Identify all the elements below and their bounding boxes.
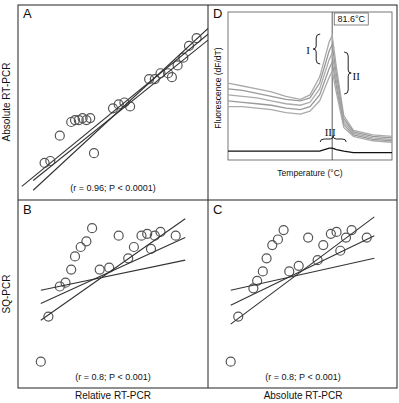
point: [156, 227, 165, 236]
point: [304, 233, 313, 242]
point: [268, 241, 277, 250]
melt-curve: [228, 71, 392, 142]
y-axis-label: Fluorescence (dF/dT): [213, 47, 223, 128]
point: [262, 254, 271, 263]
panel-letter: C: [213, 202, 222, 217]
point: [90, 149, 99, 158]
fit-line: [41, 219, 185, 321]
point: [294, 261, 303, 270]
figure-frame: [18, 5, 397, 388]
marks: [36, 219, 185, 366]
point: [67, 265, 76, 274]
point: [332, 227, 341, 236]
statistics: (r = 0.96; P < 0.0001): [70, 183, 155, 193]
point: [129, 243, 138, 252]
curve-group-label: III: [325, 126, 336, 138]
fit-line: [41, 260, 185, 290]
point: [114, 231, 123, 240]
point: [326, 229, 335, 238]
point: [167, 73, 176, 82]
marks: [22, 28, 208, 190]
x-axis-label: Relative RT-PCR: [75, 390, 151, 401]
brace: [313, 34, 320, 64]
y-axis-label: SQ-PCR: [1, 275, 12, 314]
fit-line: [33, 28, 208, 190]
panel-1: 81.6°C D Fluorescence (dF/dT) Temperature (…: [213, 6, 392, 178]
point: [137, 231, 146, 240]
point: [71, 252, 80, 261]
curve-group-label: I: [306, 44, 310, 56]
panel-2: B (r = 0.8; P < 0.001) SQ-PCR Relative RT-P…: [1, 202, 185, 401]
point: [258, 267, 267, 276]
point: [82, 237, 91, 246]
point: [285, 267, 294, 276]
brace: [344, 52, 351, 94]
fit-line: [231, 258, 375, 290]
point: [55, 131, 64, 140]
melt-curve: [228, 148, 392, 152]
point: [95, 265, 104, 274]
x-axis-label: Absolute RT-PCR: [264, 390, 343, 401]
curve-group-label: II: [353, 70, 361, 82]
point: [86, 114, 95, 123]
plot-frame: [228, 12, 392, 160]
point: [171, 231, 180, 240]
statistics: (r = 0.8; P < 0.001): [265, 372, 340, 382]
panel-3: C (r = 0.8; P < 0.001) Absolute RT-PCR: [213, 202, 374, 401]
panel-0: A (r = 0.96; P < 0.0001) Absolute RT-PCR: [1, 6, 208, 193]
marks: [228, 12, 392, 160]
panel-letter: A: [23, 6, 32, 21]
melt-curve: [228, 62, 392, 140]
point: [279, 226, 288, 235]
point: [88, 224, 97, 233]
fit-line: [33, 40, 208, 180]
melt-curve: [228, 45, 392, 138]
point: [273, 235, 282, 244]
fit-line: [22, 34, 208, 186]
point: [36, 357, 45, 366]
point: [226, 357, 235, 366]
panel-letter: B: [23, 202, 32, 217]
x-axis-label: Temperature (°C): [277, 168, 342, 178]
melt-curve: [228, 36, 392, 137]
panel-divider: [18, 200, 397, 201]
marks: [226, 217, 374, 366]
fit-line: [231, 236, 375, 306]
label-box: [334, 13, 368, 25]
point: [76, 243, 85, 252]
point: [319, 241, 328, 250]
panel-letter: D: [213, 6, 222, 21]
statistics: (r = 0.8; P < 0.001): [75, 372, 150, 382]
fit-line: [231, 217, 375, 324]
figure: A (r = 0.96; P < 0.0001) Absolute RT-PCR 81…: [0, 0, 399, 403]
panel-divider: [208, 5, 209, 388]
y-axis-label: Absolute RT-PCR: [1, 63, 12, 142]
reference-label: 81.6°C: [337, 14, 365, 24]
melt-curve: [228, 53, 392, 139]
point: [40, 158, 49, 167]
fit-line: [41, 238, 185, 304]
